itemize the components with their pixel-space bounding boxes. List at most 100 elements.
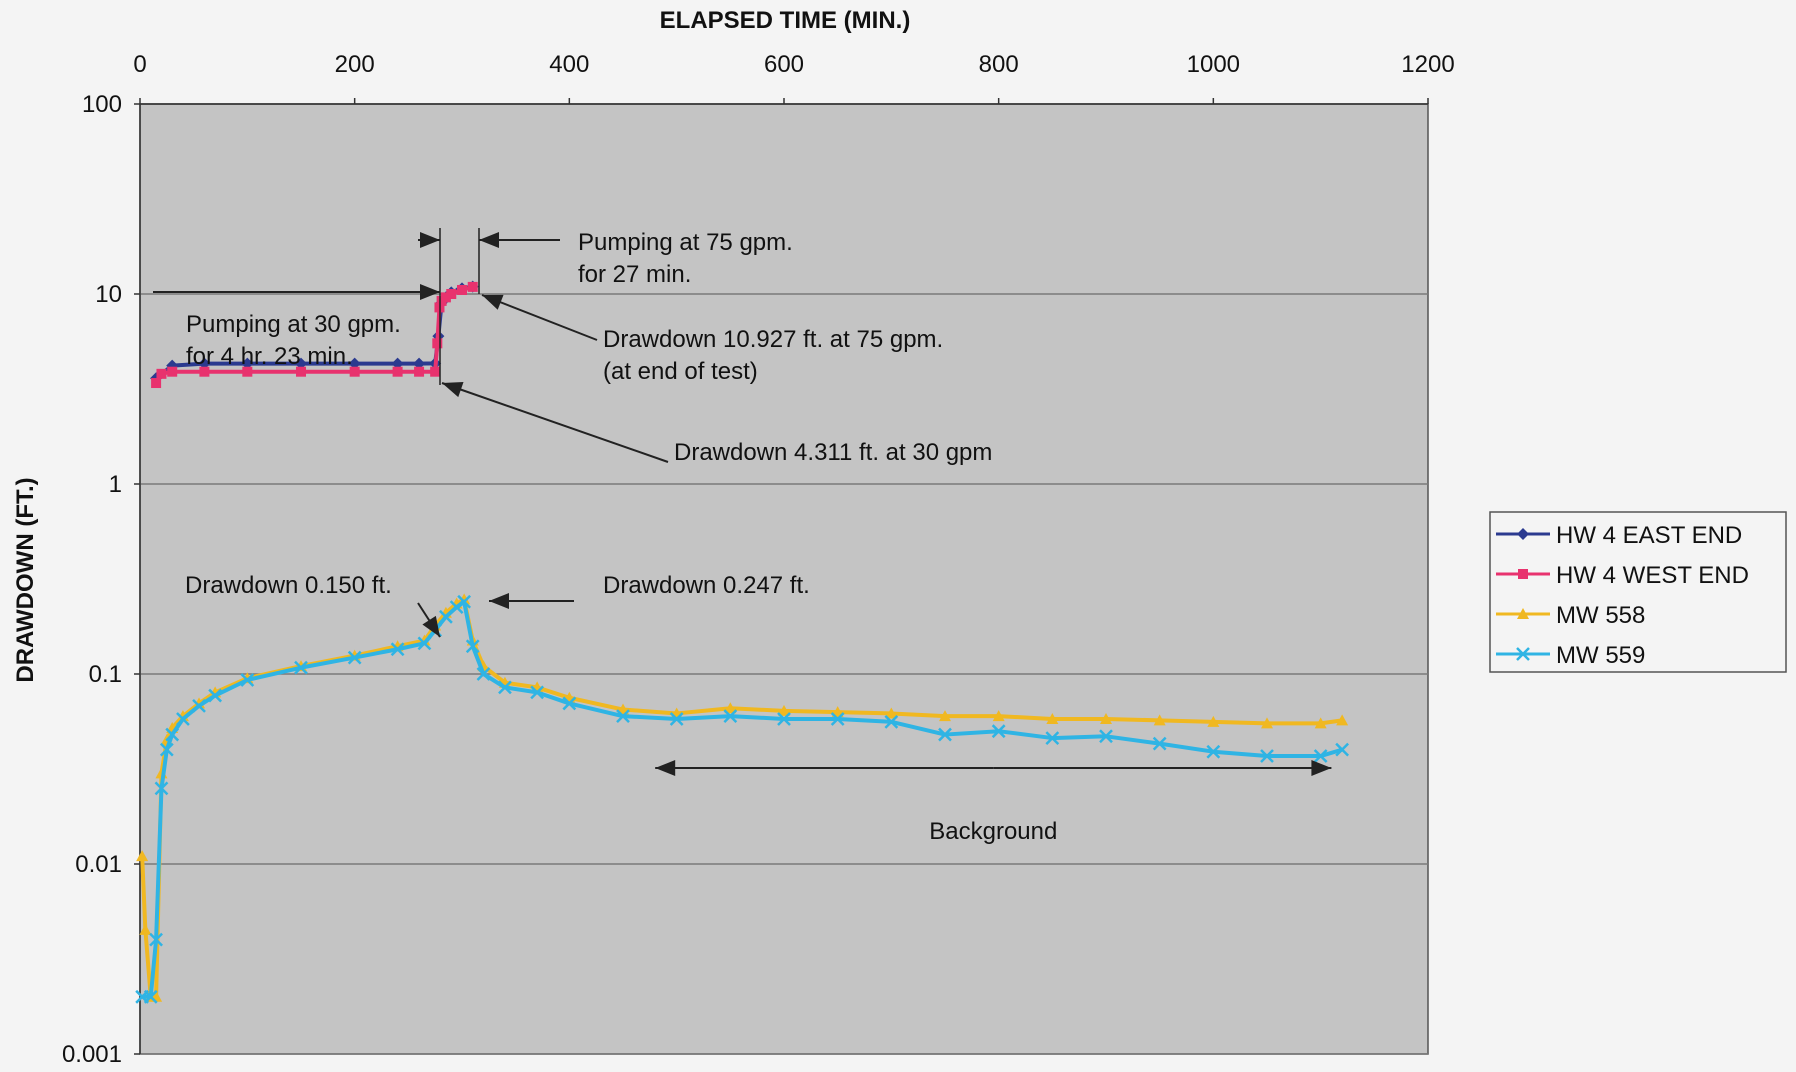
data-point [240, 673, 255, 687]
legend: HW 4 EAST END HW 4 WEST END MW 558 MW 559 [1489, 511, 1787, 673]
data-point [457, 284, 467, 295]
arrow-head [420, 232, 440, 248]
y-tick-labels: 100 10 1 0.1 0.01 0.001 [62, 91, 140, 1068]
data-point [413, 357, 426, 370]
data-point [390, 642, 405, 657]
x-tick-label: 1000 [1187, 51, 1240, 78]
data-point [440, 292, 451, 303]
y-tick-label: 0.001 [62, 1041, 122, 1068]
x-tick-label: 600 [764, 51, 804, 78]
x-tick-label: 400 [549, 51, 589, 78]
data-point [391, 357, 404, 370]
legend-label: MW 559 [1556, 642, 1645, 669]
data-point [724, 702, 737, 714]
arrow-head [442, 382, 464, 398]
data-point [449, 600, 464, 614]
data-point [1518, 569, 1528, 579]
data-point [439, 609, 453, 624]
data-point [562, 696, 577, 711]
data-point [430, 366, 441, 377]
data-point [1152, 736, 1167, 751]
arrow-dd0247 [489, 593, 574, 609]
y-tick-label: 1 [109, 471, 122, 498]
legend-box [1489, 511, 1787, 673]
arrow-head [422, 615, 440, 637]
data-point [669, 712, 684, 726]
data-point [1046, 712, 1059, 724]
x-axis-title: ELAPSED TIME (MIN.) [660, 7, 911, 34]
data-point [208, 688, 223, 703]
annotation-line: Pumping at 75 gpm. [578, 229, 793, 256]
annotation-pump30: Pumping at 30 gpm. for 4 hr. 23 min. [186, 311, 401, 370]
arrow-pump75-right [479, 232, 560, 248]
annotation-line: for 4 hr. 23 min. [186, 343, 353, 370]
data-point [1260, 749, 1274, 763]
data-point [1516, 647, 1530, 661]
data-point [151, 378, 162, 389]
data-point [176, 712, 190, 726]
arrow-head [655, 760, 676, 777]
data-point [136, 850, 149, 862]
data-point [1045, 731, 1060, 745]
data-point [992, 710, 1005, 722]
data-point [295, 357, 307, 370]
data-point [1261, 717, 1273, 729]
annotations: Pumping at 30 gpm. for 4 hr. 23 min.Pumpi… [153, 228, 1332, 845]
data-point [154, 781, 169, 796]
data-point [392, 366, 403, 377]
data-point [884, 714, 899, 729]
data-point [1517, 528, 1529, 540]
data-point [149, 932, 163, 947]
data-point [347, 650, 362, 665]
y-tick-label: 0.01 [75, 851, 122, 878]
data-point [616, 709, 630, 724]
y-tick-label: 10 [95, 281, 122, 308]
legend-item: MW 558 [1496, 602, 1645, 629]
data-point [139, 923, 152, 935]
data-point [167, 366, 178, 377]
x-tick-label: 200 [335, 51, 375, 78]
data-point [885, 707, 898, 719]
data-point [457, 594, 472, 609]
data-point [156, 368, 167, 379]
annotation-line: Drawdown 10.927 ft. at 75 gpm. [603, 326, 943, 353]
arrow-head [1311, 760, 1332, 777]
x-tick-label: 1200 [1401, 51, 1454, 78]
data-point [777, 712, 791, 726]
data-point [192, 698, 206, 713]
data-point [1313, 749, 1328, 763]
x-tick-labels: 0 200 400 600 800 1000 1200 [133, 51, 1455, 104]
data-point [1314, 717, 1327, 729]
plot-area [139, 103, 1429, 1055]
data-point [242, 366, 253, 377]
data-point [1099, 729, 1113, 744]
annotation-line: Drawdown 4.311 ft. at 30 gpm [674, 439, 992, 466]
data-point [778, 704, 790, 716]
data-point [1207, 715, 1220, 727]
x-tick-label: 0 [133, 51, 146, 78]
arrow-dd0150 [417, 602, 441, 638]
legend-item: HW 4 WEST END [1496, 562, 1749, 589]
arrow-head [489, 593, 509, 609]
data-point [348, 357, 361, 370]
legend-item: MW 559 [1496, 642, 1645, 669]
data-point [296, 366, 306, 377]
annotation-line: Drawdown 0.247 ft. [603, 572, 810, 599]
data-point [465, 639, 480, 654]
data-point [159, 742, 174, 757]
arrow-background-left [655, 760, 994, 777]
data-point [467, 281, 478, 292]
data-point [498, 680, 512, 695]
annotation-line: for 27 min. [578, 261, 691, 288]
data-point [939, 710, 951, 722]
y-axis-title: DRAWDOWN (FT.) [12, 477, 39, 682]
arrow-head [479, 232, 499, 248]
arrow-shaft [481, 294, 598, 341]
annotation-dd10927: Drawdown 10.927 ft. at 75 gpm. (at end of… [603, 326, 943, 385]
data-point [198, 357, 211, 370]
annotation-dd0150: Drawdown 0.150 ft. [185, 572, 392, 599]
data-point [1336, 714, 1349, 726]
arrow-head [420, 284, 440, 300]
annotation-line: Pumping at 30 gpm. [186, 311, 401, 338]
